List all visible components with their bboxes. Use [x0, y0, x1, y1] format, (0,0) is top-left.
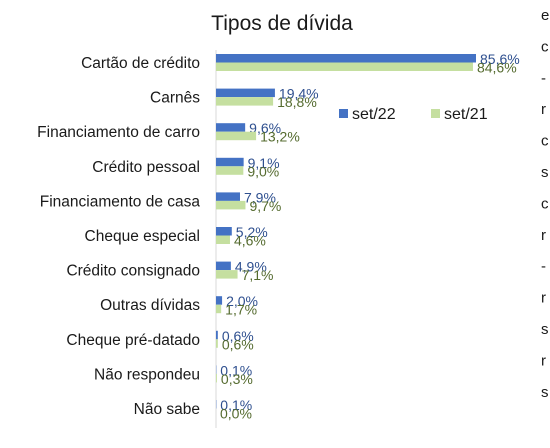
value-label-set22-cheque-pre-datado: 0,6%	[222, 328, 254, 344]
edge-char: s	[541, 164, 549, 181]
value-label-set21-cheque-pre-datado: 0,6%	[222, 336, 254, 352]
value-label-set22-outras-dividas: 2,0%	[226, 293, 258, 309]
category-label-credito-pessoal: Crédito pessoal	[92, 159, 200, 176]
legend-swatch-set21	[431, 109, 440, 118]
bar-set22-cheque-especial	[216, 227, 232, 236]
category-label-nao-respondeu: Não respondeu	[94, 366, 200, 383]
value-label-set22-cartao-de-credito: 85,6%	[480, 51, 520, 67]
bar-set21-nao-respondeu	[216, 373, 217, 383]
value-label-set22-nao-respondeu: 0,1%	[220, 362, 252, 378]
value-label-set21-outras-dividas: 1,7%	[225, 302, 257, 318]
edge-char: r	[541, 290, 546, 307]
edge-char: c	[541, 133, 549, 150]
category-label-cheque-especial: Cheque especial	[85, 228, 200, 245]
legend-swatch-set22	[339, 109, 348, 118]
category-label-carnes: Carnês	[150, 90, 200, 107]
value-label-set22-carnes: 19,4%	[279, 86, 319, 102]
edge-char: r	[541, 101, 546, 118]
legend: set/22 set/21	[339, 106, 488, 123]
value-label-set21-nao-respondeu: 0,3%	[221, 371, 253, 387]
edge-char: -	[541, 70, 546, 87]
value-label-set21-nao-sabe: 0,0%	[220, 406, 252, 422]
edge-char: e	[541, 7, 549, 24]
edge-char: c	[541, 38, 549, 55]
bar-set21-credito-consignado	[216, 270, 238, 279]
bar-set21-cheque-pre-datado	[216, 339, 218, 348]
category-label-outras-dividas: Outras dívidas	[100, 297, 200, 314]
edge-char: r	[541, 352, 546, 369]
edge-char: -	[541, 258, 546, 275]
value-label-set21-credito-consignado: 7,1%	[242, 267, 274, 283]
edge-char: c	[541, 195, 549, 212]
bar-set21-cheque-especial	[216, 235, 230, 244]
bar-set22-credito-consignado	[216, 261, 231, 271]
bar-set22-cheque-pre-datado	[216, 330, 218, 340]
value-label-set22-financiamento-de-carro: 9,6%	[249, 120, 281, 136]
bar-set21-financiamento-de-casa	[216, 200, 246, 210]
category-label-cartao-de-credito: Cartão de crédito	[81, 55, 200, 72]
category-label-cheque-pre-datado: Cheque pré-datado	[66, 332, 200, 349]
bar-set22-carnes	[216, 88, 275, 98]
category-label-credito-consignado: Crédito consignado	[66, 263, 200, 280]
bar-set21-financiamento-de-carro	[216, 131, 257, 141]
bar-set22-financiamento-de-carro	[216, 123, 246, 132]
category-label-nao-sabe: Não sabe	[134, 401, 200, 418]
value-label-set22-credito-pessoal: 9,1%	[248, 155, 280, 171]
bar-set22-financiamento-de-casa	[216, 192, 240, 201]
legend-label-set22: set/22	[352, 106, 396, 123]
legend-label-set21: set/21	[444, 106, 488, 123]
chart-title: Tipos de dívida	[211, 12, 353, 35]
bar-set21-cartao-de-credito	[216, 62, 473, 71]
category-label-financiamento-de-carro: Financiamento de carro	[37, 124, 200, 141]
edge-char: r	[541, 227, 546, 244]
bar-set21-credito-pessoal	[216, 166, 244, 175]
bar-set21-outras-dividas	[216, 304, 222, 314]
value-label-set22-financiamento-de-casa: 7,9%	[244, 189, 276, 205]
category-label-financiamento-de-casa: Financiamento de casa	[40, 193, 201, 210]
value-label-set22-credito-consignado: 4,9%	[235, 259, 267, 275]
value-label-set22-nao-sabe: 0,1%	[220, 397, 252, 413]
bar-set22-credito-pessoal	[216, 157, 244, 167]
bar-set22-cartao-de-credito	[216, 54, 476, 63]
edge-char: s	[541, 384, 549, 401]
value-label-set21-carnes: 18,8%	[277, 94, 317, 110]
value-label-set21-credito-pessoal: 9,0%	[247, 163, 279, 179]
value-label-set21-financiamento-de-carro: 13,2%	[260, 129, 300, 145]
value-label-set21-cartao-de-credito: 84,6%	[477, 60, 517, 76]
value-label-set21-financiamento-de-casa: 9,7%	[249, 198, 281, 214]
bar-set21-carnes	[216, 97, 274, 106]
bar-set22-outras-dividas	[216, 296, 223, 305]
edge-char: s	[541, 321, 549, 338]
value-label-set21-cheque-especial: 4,6%	[234, 233, 266, 249]
value-label-set22-cheque-especial: 5,2%	[236, 224, 268, 240]
